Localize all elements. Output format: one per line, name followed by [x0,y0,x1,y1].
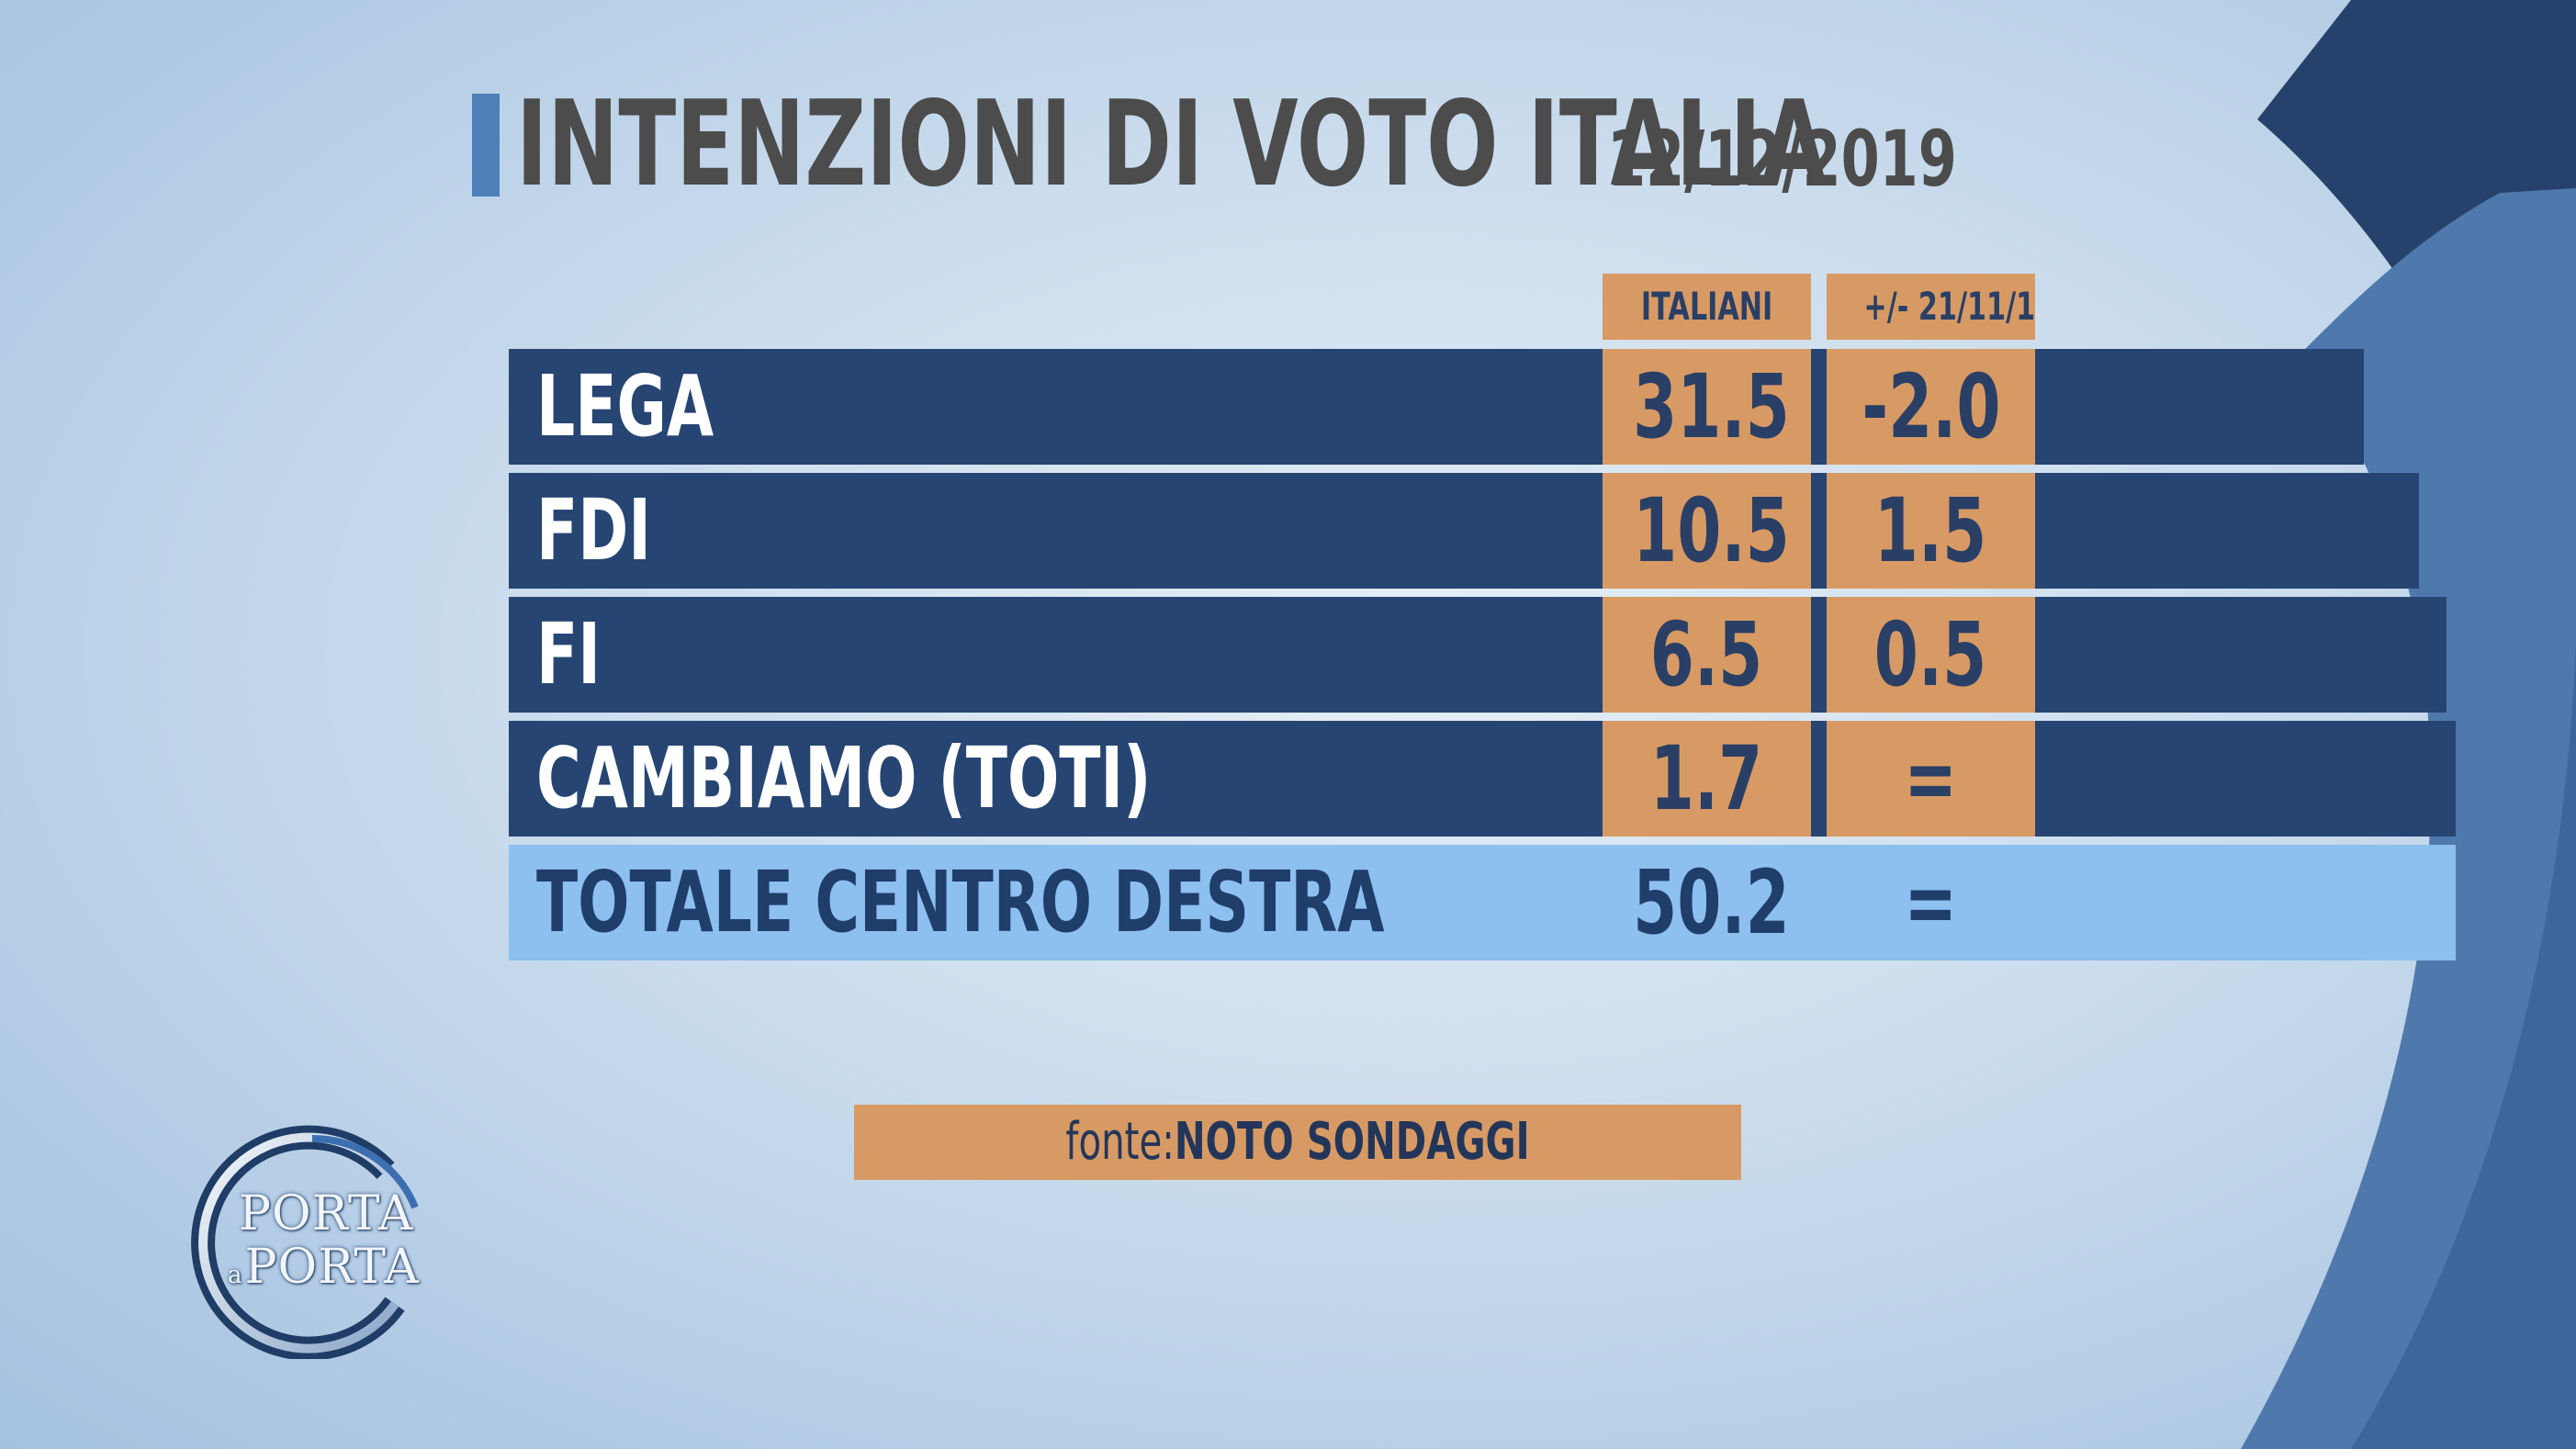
value-change: 0.5 [1827,597,2035,713]
logo-ring-icon [191,1125,419,1359]
logo-line1: PORTA [239,1186,414,1241]
background-arc-inner [2241,188,2576,1449]
table-row-cambiamo: CAMBIAMO (TOTI) 1.7 = [509,721,2456,837]
source-box: fonte:NOTO SONDAGGI [854,1105,1741,1180]
logo-small: a [228,1262,243,1289]
column-header-italiani: ITALIANI [1603,274,1811,340]
total-value-italiani: 50.2 [1633,851,1790,954]
party-label: CAMBIAMO (TOTI) [536,729,1152,827]
party-label: FDI [536,481,651,579]
table-row-lega: LEGA 31.5 -2.0 [509,349,2364,465]
row-background [509,597,2447,713]
background-arc-inner-shade [2351,643,2576,1449]
logo-line2: aPORTA [228,1240,420,1295]
row-background [509,721,2456,837]
table-row-fi: FI 6.5 0.5 [509,597,2447,713]
value-italiani: 31.5 [1603,349,1811,465]
porta-a-porta-logo: PORTA aPORTA [174,1120,450,1359]
total-value-change: = [1904,851,1958,954]
value-italiani: 1.7 [1603,721,1811,837]
table-row-fdi: FDI 10.5 1.5 [509,473,2419,589]
background-arc-outer [2257,0,2576,698]
party-label: FI [536,605,601,703]
value-change: 1.5 [1827,473,2035,589]
value-italiani: 10.5 [1603,473,1811,589]
row-background [509,473,2419,589]
value-change: -2.0 [1827,349,2035,465]
party-label: LEGA [536,357,714,455]
source-name: NOTO SONDAGGI [1174,1112,1530,1172]
column-header-change: +/- 21/11/19 [1827,274,2035,340]
total-label: TOTALE CENTRO DESTRA [536,853,1385,951]
value-change: = [1827,721,2035,837]
row-background [509,349,2364,465]
poll-date: 12/12/2019 [1607,114,1957,204]
page-title: INTENZIONI DI VOTO ITALIA [516,76,1828,213]
title-accent-bar [472,94,500,197]
total-row: TOTALE CENTRO DESTRA 50.2 = [509,845,2456,960]
source-prefix: fonte: [1065,1112,1175,1172]
value-italiani: 6.5 [1603,597,1811,713]
